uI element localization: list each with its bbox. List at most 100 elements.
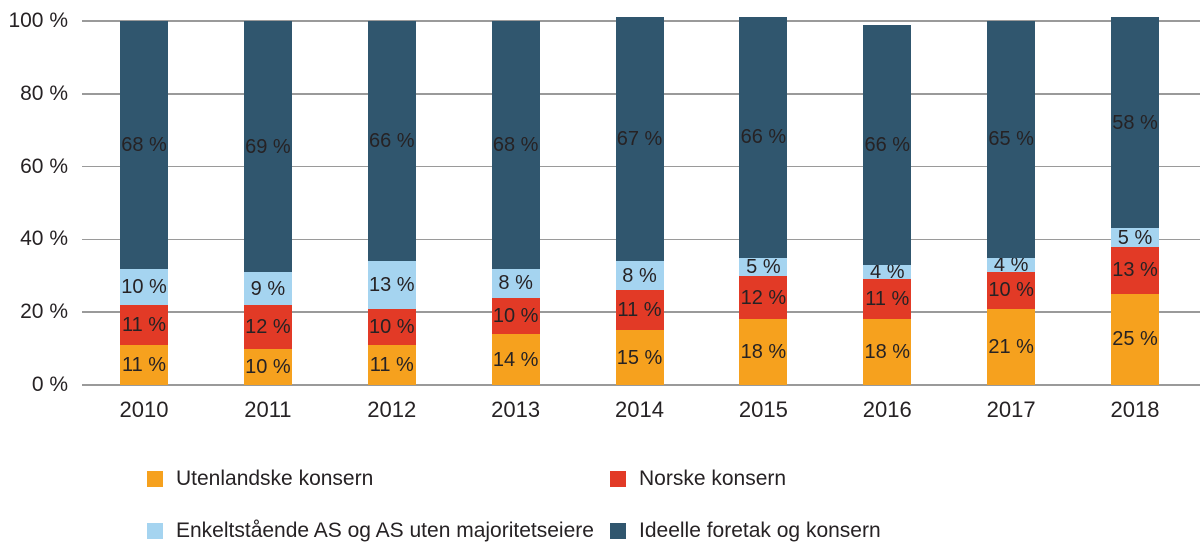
legend-label: Enkeltstående AS og AS uten majoritetsei… bbox=[176, 519, 594, 542]
bar-segment: 58 % bbox=[1111, 17, 1159, 229]
bar-segment: 68 % bbox=[491, 21, 540, 269]
bar-segment: 8 % bbox=[491, 268, 540, 298]
bar-segment: 67 % bbox=[615, 17, 664, 262]
bar-value-label: 12 % bbox=[245, 315, 291, 338]
bar-2014: 15 % 11 % 8 % 67 % bbox=[615, 17, 664, 385]
y-axis-label: 100 % bbox=[8, 9, 68, 32]
bar-value-label: 69 % bbox=[245, 135, 291, 158]
bar-value-label: 66 % bbox=[740, 126, 787, 149]
bar-value-label: 25 % bbox=[1112, 328, 1158, 351]
bar-value-label: 10 % bbox=[121, 275, 167, 298]
bar-segment: 11 % bbox=[615, 290, 664, 331]
x-axis-label: 2014 bbox=[615, 397, 664, 422]
gridline bbox=[82, 384, 1200, 386]
bar-value-label: 18 % bbox=[864, 341, 911, 364]
bar-segment: 10 % bbox=[243, 348, 292, 385]
bar-2015: 18 % 12 % 5 % 66 % bbox=[739, 17, 788, 385]
legend-swatch bbox=[147, 471, 163, 487]
legend-swatch bbox=[610, 523, 626, 539]
bar-segment: 18 % bbox=[863, 319, 912, 385]
bar-value-label: 65 % bbox=[988, 128, 1034, 151]
bar-segment: 8 % bbox=[615, 261, 664, 291]
bar-value-label: 10 % bbox=[245, 355, 291, 378]
bar-value-label: 11 % bbox=[865, 288, 910, 311]
bar-2011: 10 % 12 % 9 % 69 % bbox=[243, 21, 292, 385]
bar-segment: 4 % bbox=[987, 253, 1036, 276]
bar-value-label: 68 % bbox=[121, 133, 167, 156]
bar-2017: 21 % 10 % 4 % 65 % bbox=[987, 21, 1036, 385]
legend-item: Ideelle foretak og konsern bbox=[610, 519, 881, 543]
bar-segment: 10 % bbox=[367, 308, 416, 345]
x-axis-label: 2016 bbox=[862, 397, 912, 422]
y-axis-label: 80 % bbox=[20, 81, 68, 105]
bar-value-label: 4 % bbox=[993, 253, 1029, 276]
legend-label: Ideelle foretak og konsern bbox=[639, 519, 881, 542]
bar-value-label: 58 % bbox=[1112, 111, 1158, 134]
bar-2012: 11 % 10 % 13 % 66 % bbox=[367, 21, 416, 385]
bar-segment: 69 % bbox=[243, 21, 292, 273]
y-axis-label: 20 % bbox=[20, 300, 68, 324]
bar-segment: 66 % bbox=[367, 21, 416, 262]
bar-value-label: 9 % bbox=[250, 277, 286, 300]
x-axis-label: 2013 bbox=[491, 397, 541, 422]
bar-segment: 66 % bbox=[863, 24, 912, 265]
legend-label: Utenlandske konsern bbox=[176, 467, 374, 490]
bar-segment: 13 % bbox=[1111, 246, 1159, 294]
bar-value-label: 66 % bbox=[368, 130, 415, 153]
bar-segment: 66 % bbox=[739, 17, 788, 258]
bar-segment: 10 % bbox=[987, 272, 1036, 309]
bar-2016: 18 % 11 % 4 % 66 % bbox=[863, 24, 912, 385]
bar-segment: 11 % bbox=[120, 344, 168, 385]
bar-value-label: 68 % bbox=[492, 133, 539, 156]
legend-item: Enkeltstående AS og AS uten majoritetsei… bbox=[147, 519, 594, 543]
legend-item: Utenlandske konsern bbox=[147, 467, 373, 491]
bar-segment: 15 % bbox=[615, 330, 664, 385]
bar-value-label: 13 % bbox=[1112, 259, 1158, 282]
bar-2010: 11 % 11 % 10 % 68 % bbox=[120, 21, 168, 385]
bar-segment: 12 % bbox=[739, 275, 788, 320]
bar-segment: 13 % bbox=[367, 261, 416, 309]
y-axis-label: 0 % bbox=[31, 373, 68, 396]
x-axis-label: 2012 bbox=[367, 397, 417, 422]
bar-value-label: 12 % bbox=[740, 286, 787, 309]
bar-segment: 11 % bbox=[863, 279, 912, 320]
bar-segment: 5 % bbox=[739, 257, 788, 277]
legend-label: Norske konsern bbox=[639, 467, 787, 490]
bar-2018: 25 % 13 % 5 % 58 % bbox=[1111, 17, 1159, 385]
x-axis-label: 2010 bbox=[119, 397, 169, 422]
bar-value-label: 10 % bbox=[368, 315, 415, 338]
bar-segment: 14 % bbox=[491, 334, 540, 385]
bar-segment: 25 % bbox=[1111, 293, 1159, 385]
bar-value-label: 10 % bbox=[492, 304, 539, 327]
bar-segment: 21 % bbox=[987, 308, 1036, 385]
bar-segment: 9 % bbox=[243, 272, 292, 305]
bar-segment: 68 % bbox=[120, 21, 168, 269]
bar-segment: 65 % bbox=[987, 21, 1036, 258]
legend-swatch bbox=[147, 523, 163, 539]
bar-2013: 14 % 10 % 8 % 68 % bbox=[491, 21, 540, 385]
bar-segment: 10 % bbox=[491, 297, 540, 335]
bar-segment: 18 % bbox=[739, 319, 788, 385]
bar-value-label: 11 % bbox=[121, 313, 167, 336]
bar-value-label: 67 % bbox=[616, 128, 663, 151]
y-axis-label: 40 % bbox=[20, 227, 68, 251]
bar-segment: 12 % bbox=[243, 304, 292, 349]
bar-segment: 10 % bbox=[120, 268, 168, 305]
bar-value-label: 5 % bbox=[1117, 226, 1153, 249]
bar-value-label: 66 % bbox=[864, 133, 911, 156]
bar-value-label: 8 % bbox=[498, 272, 533, 295]
x-axis-label: 2011 bbox=[244, 397, 292, 422]
bar-segment: 11 % bbox=[120, 304, 168, 345]
x-axis-label: 2018 bbox=[1110, 397, 1160, 422]
bar-segment: 11 % bbox=[367, 344, 416, 385]
bar-value-label: 13 % bbox=[368, 273, 415, 296]
bar-value-label: 21 % bbox=[988, 335, 1034, 358]
x-axis-label: 2017 bbox=[986, 397, 1036, 422]
x-axis-label: 2015 bbox=[738, 397, 788, 422]
bar-value-label: 14 % bbox=[492, 348, 539, 371]
legend-item: Norske konsern bbox=[610, 467, 786, 491]
bar-value-label: 10 % bbox=[988, 279, 1034, 302]
bar-value-label: 15 % bbox=[616, 346, 663, 369]
bar-value-label: 4 % bbox=[870, 261, 905, 284]
